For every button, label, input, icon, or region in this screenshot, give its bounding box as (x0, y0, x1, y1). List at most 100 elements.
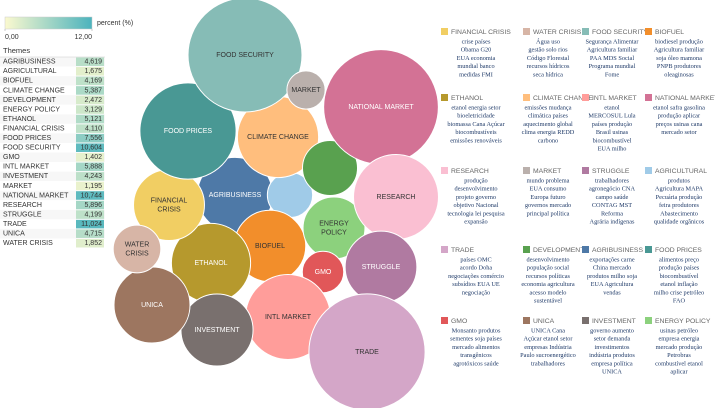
bubble-label: FOOD SECURITY (216, 52, 274, 59)
card-line: MERCOSUL Lula (588, 113, 635, 120)
card-line: PNPB produtores (657, 63, 702, 70)
card-title: MARKET (533, 168, 561, 175)
bubble-label: INTL MARKET (265, 314, 312, 321)
theme-name: FINANCIAL CRISIS (3, 125, 65, 132)
value-cell (76, 143, 104, 152)
card-line: PAA MDS Social (590, 55, 634, 62)
card-swatch (645, 94, 652, 101)
bubble-label: BIOFUEL (255, 243, 285, 250)
card-title: AGRIBUSINESS (592, 247, 643, 254)
card-line: Agricultura MAPA (655, 186, 704, 193)
card-title: INTL MARKET (592, 95, 637, 102)
bubble-label: STRUGGLE (362, 264, 401, 271)
table-row (0, 162, 105, 172)
value-label: 7,556 (84, 135, 102, 142)
card-line: UNICA Cana (531, 327, 565, 334)
value-label: 1,852 (84, 240, 102, 247)
card-line: produção aplicar (658, 113, 701, 120)
card-line: trabalhadores (595, 177, 629, 184)
card-line: Água uso (536, 37, 560, 45)
card-line: Reforma (601, 210, 623, 217)
card-line: etanol inflação (660, 281, 697, 288)
theme-name: CLIMATE CHANGE (3, 87, 65, 94)
card-line: países produção (592, 121, 632, 128)
table-row (0, 200, 105, 210)
theme-name: FOOD PRICES (3, 135, 52, 142)
value-label: 10,604 (81, 145, 103, 152)
value-label: 1,675 (84, 68, 102, 75)
value-label: 4,169 (84, 78, 102, 85)
card-line: empresa política (591, 360, 633, 367)
theme-name: UNICA (3, 231, 25, 238)
card-line: principal política (527, 210, 570, 217)
card-line: recursos hídricos (527, 63, 570, 70)
value-cell (76, 229, 104, 238)
card-line: Europa futuro (530, 194, 565, 201)
table-row (0, 181, 105, 191)
card-title: ENERGY POLICY (655, 318, 711, 325)
bubble (301, 139, 359, 197)
card-line: emissões renováveis (450, 137, 502, 144)
card-line: projeto governo (456, 194, 496, 201)
card-line: países OMC (460, 256, 491, 263)
theme-name: AGRIBUSINESS (3, 59, 56, 66)
card-line: Petrobras (667, 352, 691, 359)
card-line: economia agricultura (521, 281, 575, 288)
theme-name: BIOFUEL (3, 78, 33, 85)
card-line: emissões mudança (524, 104, 571, 111)
card-swatch (441, 94, 448, 101)
card-title: INVESTMENT (592, 318, 636, 325)
value-label: 5,896 (84, 202, 102, 209)
table-row (0, 142, 105, 153)
value-cell (76, 95, 104, 105)
card-line: medidas FMI (459, 71, 493, 78)
card-line: Agricultura familiar (587, 47, 638, 54)
bubble-label: CLIMATE CHANGE (247, 134, 309, 141)
card-line: preços usinas cana (656, 121, 703, 128)
bubble-label: WATER (125, 241, 150, 248)
card-line: biocombustível (593, 137, 632, 144)
card-title: ETHANOL (451, 95, 483, 102)
value-cell (76, 153, 104, 162)
card-line: EUA Agricultura (591, 281, 634, 288)
bubble (308, 293, 426, 408)
card-line: exportações carne (589, 256, 634, 263)
card-line: EUA economia (457, 55, 496, 62)
legend-title: percent (%) (97, 20, 133, 27)
card-line: desenvolvimento (454, 186, 497, 193)
table-row (0, 95, 105, 105)
card-swatch (523, 167, 530, 174)
table-row (0, 228, 105, 239)
card-line: Agricultura familiar (654, 47, 705, 54)
card-line: população social (527, 265, 569, 272)
value-label: 3,129 (84, 106, 102, 113)
card-title: CLIMATE CHANGE (533, 95, 593, 102)
card-line: campo saúde (596, 194, 629, 201)
card-line: empresas Indústria (524, 344, 572, 351)
card-line: alimentos preço (659, 256, 699, 263)
card-line: aplicar (670, 368, 688, 375)
card-line: Código Florestal (527, 55, 569, 62)
card-title: GMO (451, 318, 467, 325)
table-row (0, 104, 105, 115)
bubble (286, 70, 326, 110)
value-label: 11,024 (81, 221, 102, 228)
card-line: etanol safra gasolina (653, 104, 705, 111)
card-swatch (582, 94, 589, 101)
card-swatch (645, 317, 652, 324)
bubble (139, 82, 237, 180)
card-line: Pecuária produção (656, 194, 703, 201)
card-swatch (645, 28, 652, 35)
card-line: sementes soja países (450, 336, 502, 343)
card-line: vendas (603, 289, 621, 296)
theme-name: WATER CRISIS (3, 240, 53, 247)
card-line: crise países (462, 38, 491, 45)
card-line: etanol (604, 104, 620, 111)
card-title: DEVELOPMENT (533, 247, 584, 254)
card-line: mercado produção (656, 344, 703, 351)
card-line: agrotóxicos saúde (453, 360, 498, 367)
card-swatch (645, 246, 652, 253)
card-line: milho crise petróleo (654, 289, 704, 296)
theme-name: ETHANOL (3, 116, 36, 123)
value-label: 10,744 (81, 192, 103, 199)
